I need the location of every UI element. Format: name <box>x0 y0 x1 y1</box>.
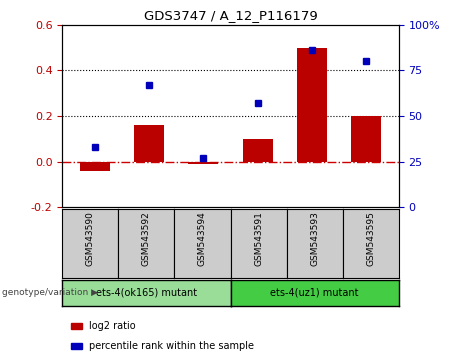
Text: genotype/variation ▶: genotype/variation ▶ <box>2 289 98 297</box>
Text: GSM543595: GSM543595 <box>366 211 375 266</box>
Bar <box>351 116 381 161</box>
Text: GSM543592: GSM543592 <box>142 211 151 266</box>
Text: percentile rank within the sample: percentile rank within the sample <box>89 341 254 351</box>
Text: ets-4(ok165) mutant: ets-4(ok165) mutant <box>96 288 197 298</box>
Text: ets-4(uz1) mutant: ets-4(uz1) mutant <box>271 288 359 298</box>
Text: GSM543590: GSM543590 <box>86 211 95 266</box>
Bar <box>297 47 327 161</box>
Text: log2 ratio: log2 ratio <box>89 321 135 331</box>
Text: GSM543593: GSM543593 <box>310 211 319 266</box>
Text: GSM543594: GSM543594 <box>198 211 207 266</box>
Bar <box>242 139 272 161</box>
Bar <box>134 125 164 161</box>
Text: GSM543591: GSM543591 <box>254 211 263 266</box>
Bar <box>80 161 110 171</box>
Bar <box>189 161 219 164</box>
Title: GDS3747 / A_12_P116179: GDS3747 / A_12_P116179 <box>144 9 317 22</box>
